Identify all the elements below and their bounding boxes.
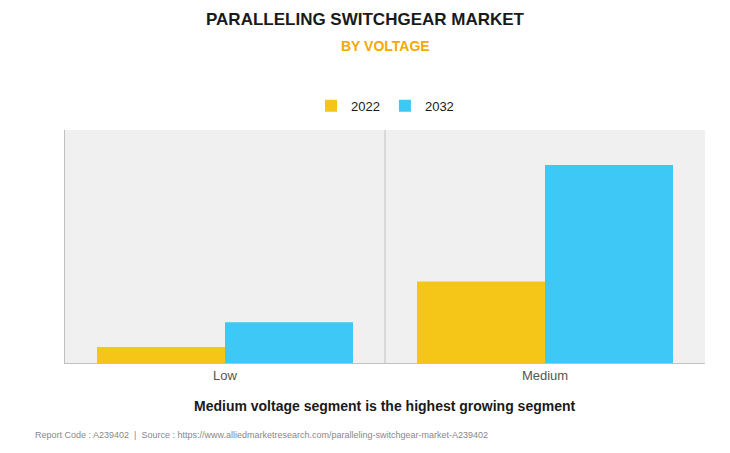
svg-text:PARALLELING SWITCHGEAR MARKET: PARALLELING SWITCHGEAR MARKET [206,10,525,29]
svg-text:BY VOLTAGE: BY VOLTAGE [341,38,430,54]
svg-text:Medium voltage segment is the: Medium voltage segment is the highest gr… [194,398,576,414]
svg-text:Medium: Medium [522,368,568,383]
svg-text:2032: 2032 [425,99,454,114]
svg-text:Report Code : A239402 | Sour: Report Code : A239402 | Source : https:/… [35,430,488,440]
svg-text:Low: Low [213,368,237,383]
svg-text:2022: 2022 [351,99,380,114]
